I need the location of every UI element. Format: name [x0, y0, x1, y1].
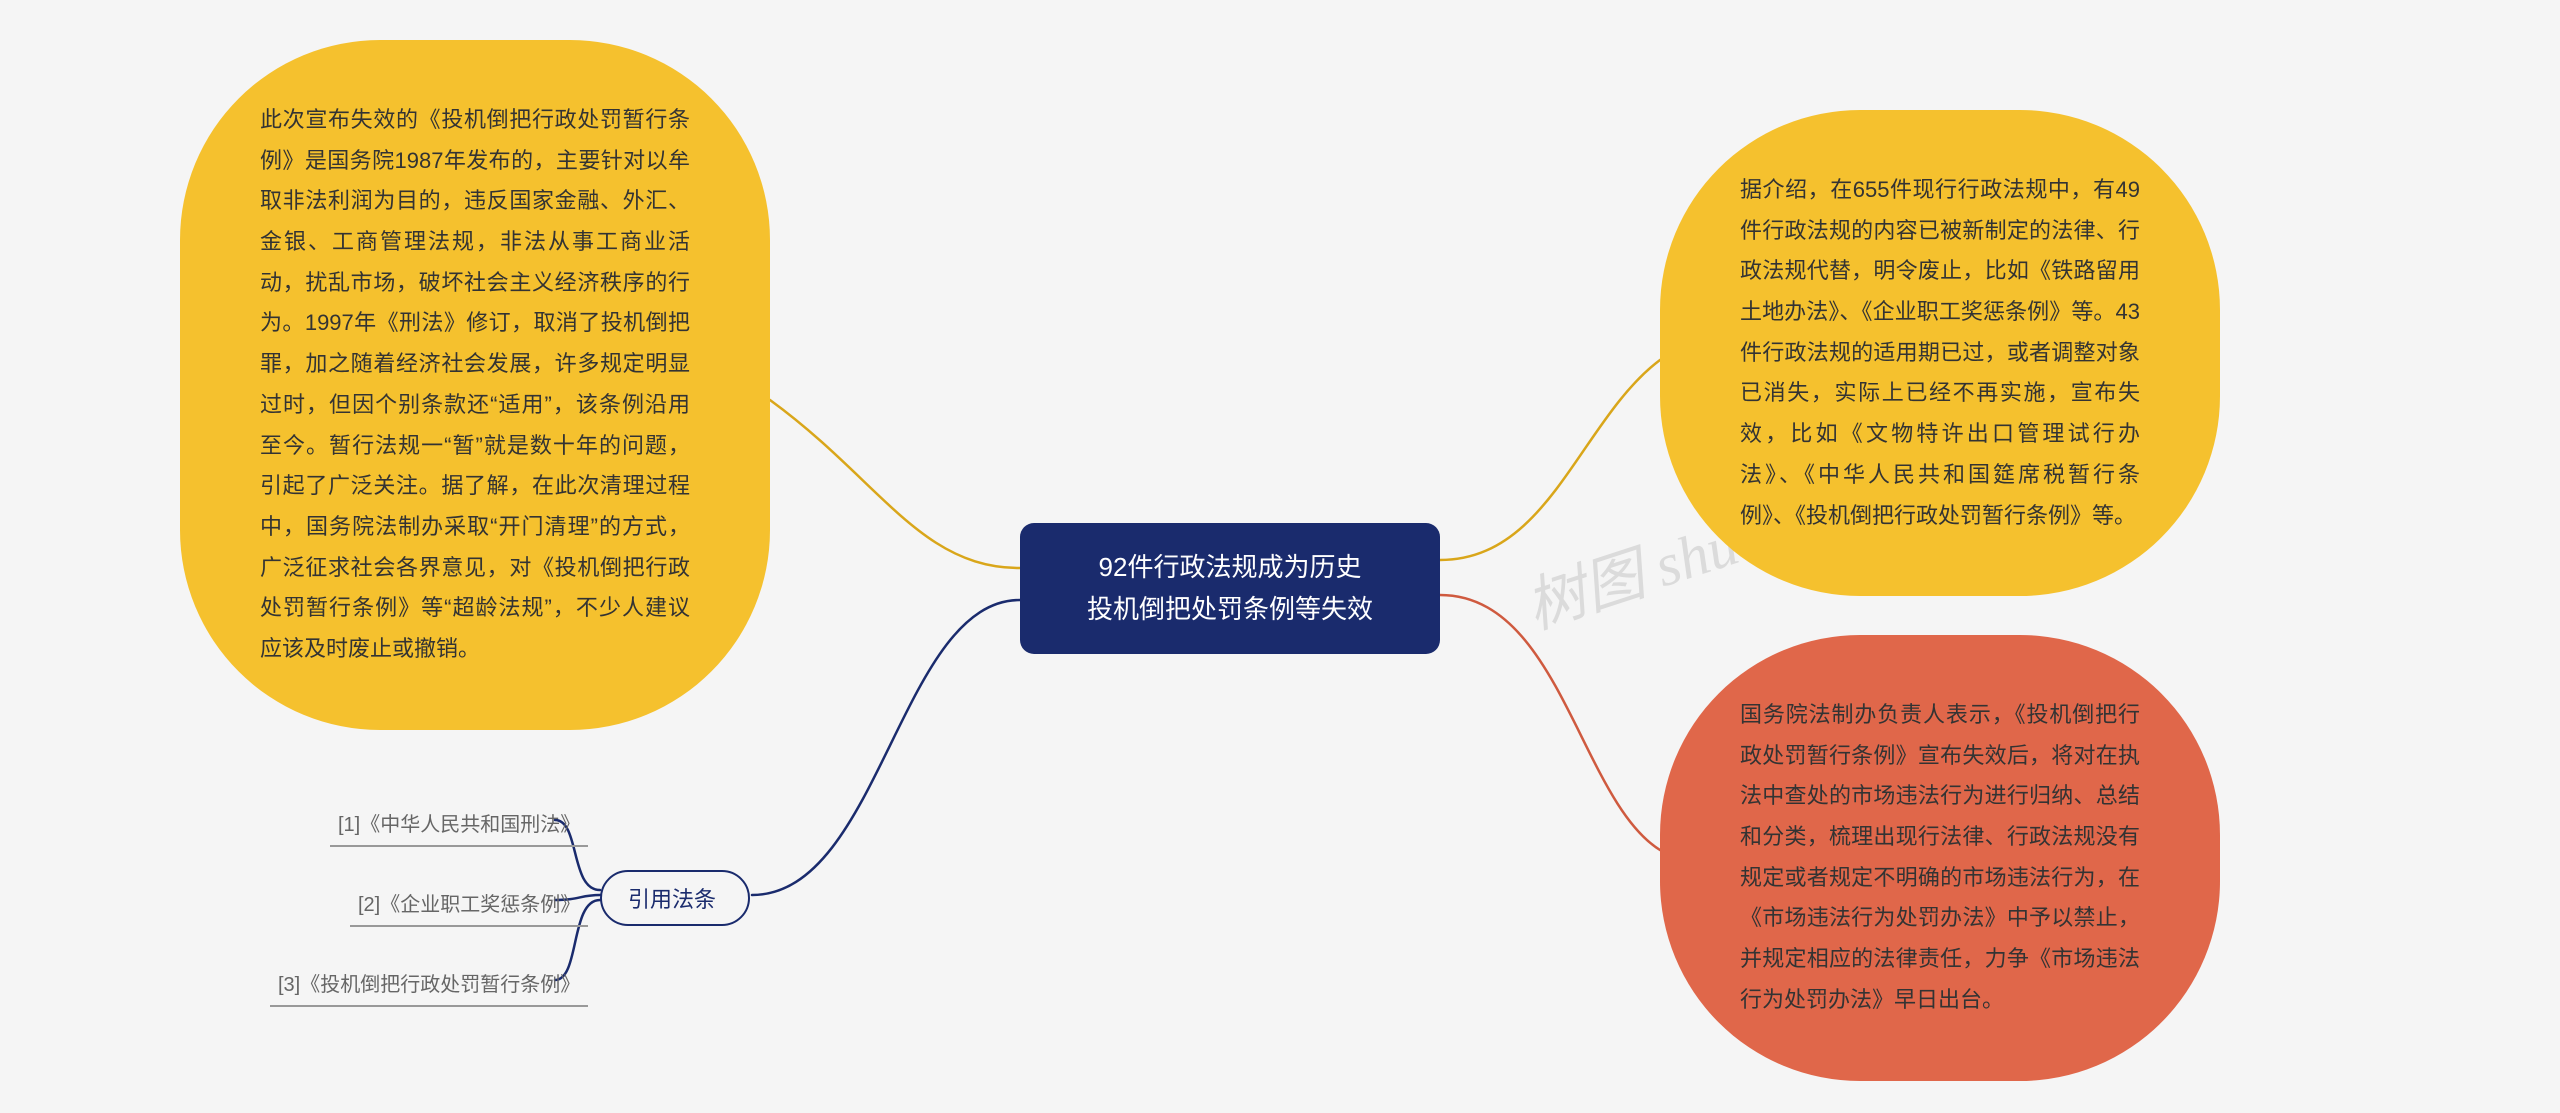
- leaf-law-3[interactable]: [3]《投机倒把行政处罚暂行条例》: [270, 962, 588, 1007]
- root-node[interactable]: 92件行政法规成为历史 投机倒把处罚条例等失效: [1020, 523, 1440, 654]
- leaf-law-2[interactable]: [2]《企业职工奖惩条例》: [350, 882, 588, 927]
- node-statistics-paragraph[interactable]: 据介绍，在655件现行行政法规中，有49件行政法规的内容已被新制定的法律、行政法…: [1660, 110, 2220, 596]
- root-line2: 投机倒把处罚条例等失效: [1056, 589, 1404, 631]
- node-cited-laws[interactable]: 引用法条: [600, 870, 750, 926]
- edge: [752, 600, 1020, 895]
- node-text: 据介绍，在655件现行行政法规中，有49件行政法规的内容已被新制定的法律、行政法…: [1740, 177, 2140, 528]
- node-context-paragraph[interactable]: 此次宣布失效的《投机倒把行政处罚暂行条例》是国务院1987年发布的，主要针对以牟…: [180, 40, 770, 730]
- node-followup-paragraph[interactable]: 国务院法制办负责人表示，《投机倒把行政处罚暂行条例》宣布失效后，将对在执法中查处…: [1660, 635, 2220, 1081]
- node-text: 国务院法制办负责人表示，《投机倒把行政处罚暂行条例》宣布失效后，将对在执法中查处…: [1740, 702, 2140, 1012]
- pill-label: 引用法条: [628, 887, 716, 912]
- edge: [770, 400, 1020, 568]
- leaf-law-1[interactable]: [1]《中华人民共和国刑法》: [330, 802, 588, 847]
- edge: [1440, 595, 1660, 850]
- node-text: 此次宣布失效的《投机倒把行政处罚暂行条例》是国务院1987年发布的，主要针对以牟…: [260, 107, 690, 661]
- mindmap-canvas: shutu.cn 树图 shutu 此次宣布失效的《投机倒把行政处罚暂行条例》是…: [0, 0, 2560, 1113]
- root-line1: 92件行政法规成为历史: [1056, 547, 1404, 589]
- edge: [1440, 360, 1660, 560]
